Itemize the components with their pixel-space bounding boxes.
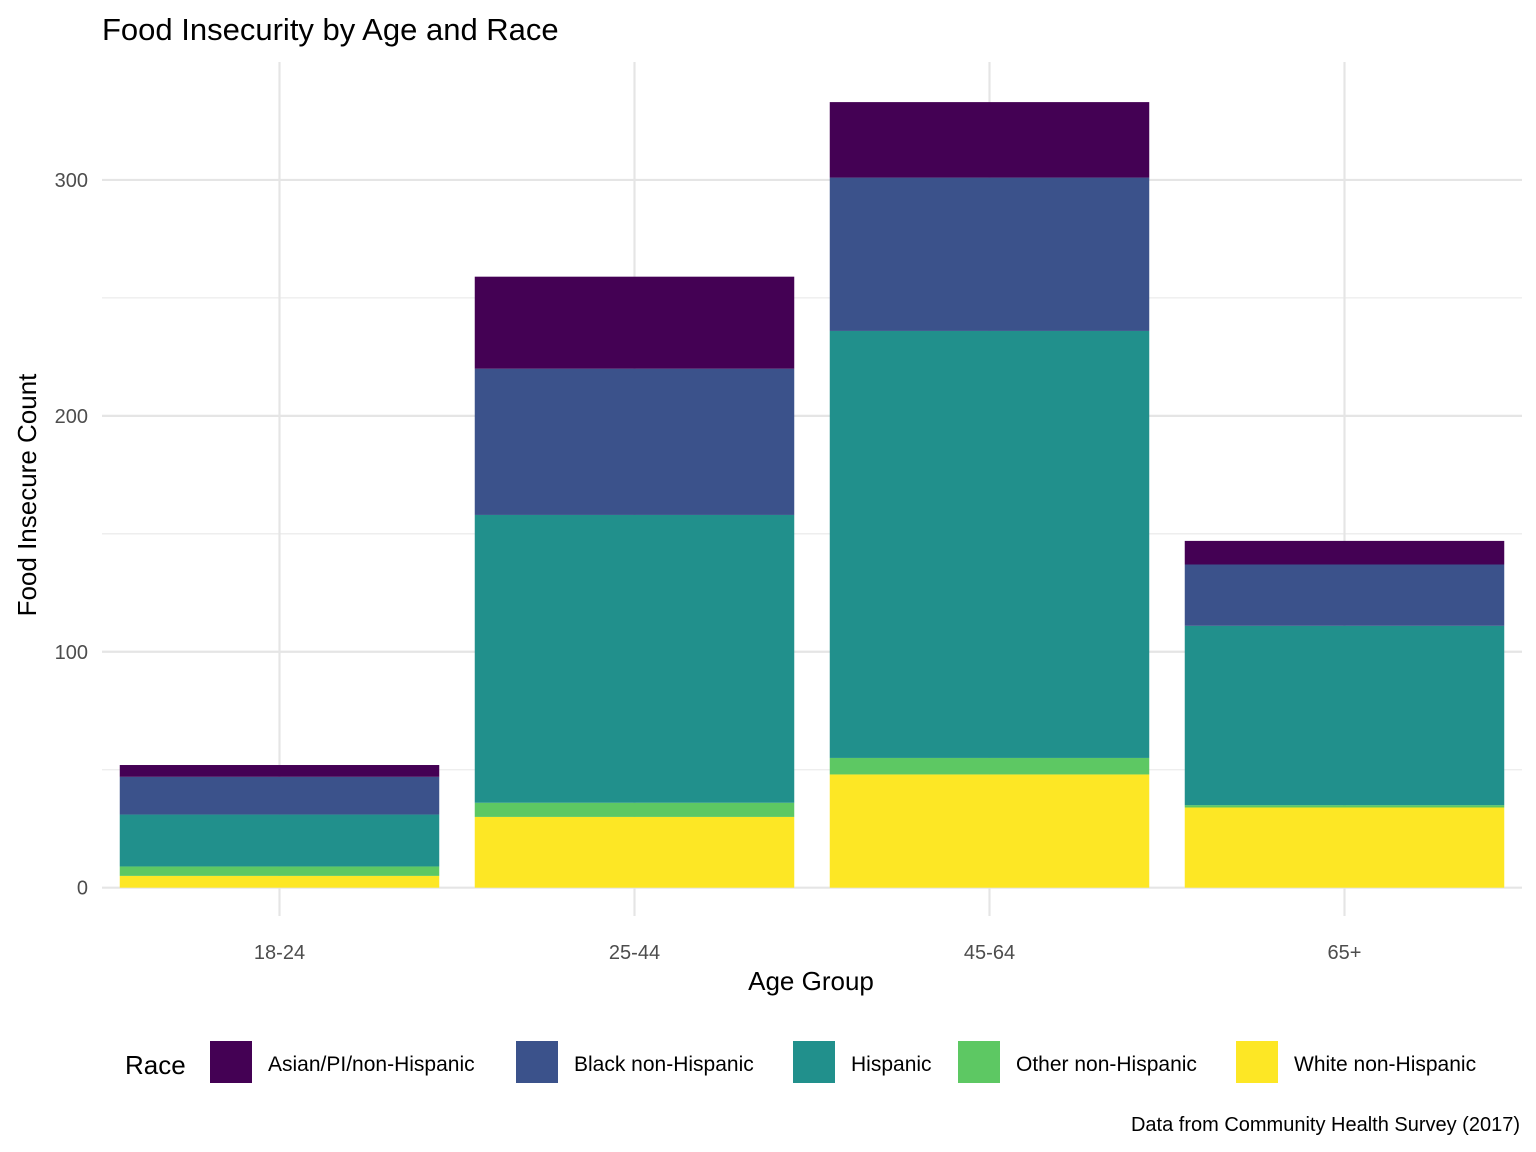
bar-segment (119, 776, 440, 815)
bar-segment (474, 276, 795, 369)
legend-item: Other non-Hispanic (958, 1041, 1197, 1083)
bar-segment (119, 866, 440, 876)
bar-segment (474, 802, 795, 817)
bar-segment (829, 177, 1150, 331)
bar-segment (829, 330, 1150, 758)
legend-label: White non-Hispanic (1294, 1053, 1476, 1076)
y-tick-label: 0 (77, 878, 88, 900)
y-tick-label: 100 (55, 642, 88, 664)
bar-segment (1184, 540, 1505, 565)
bar-segment (1184, 805, 1505, 808)
legend-label: Black non-Hispanic (574, 1053, 754, 1076)
legend-key (958, 1041, 1000, 1083)
x-tick-label: 45-64 (964, 942, 1015, 964)
y-tick-label: 200 (55, 406, 88, 428)
bar-segment (1184, 807, 1505, 888)
legend-label: Hispanic (851, 1053, 932, 1076)
chart-title: Food Insecurity by Age and Race (102, 12, 559, 47)
legend-label: Asian/PI/non-Hispanic (268, 1053, 475, 1076)
bar-segment (474, 514, 795, 803)
bar-segment (119, 814, 440, 867)
legend-key (210, 1041, 252, 1083)
caption: Data from Community Health Survey (2017) (1131, 1114, 1520, 1136)
y-tick-label: 300 (55, 170, 88, 192)
bar-segment (474, 816, 795, 888)
legend-item: Black non-Hispanic (516, 1041, 754, 1083)
legend-item: Asian/PI/non-Hispanic (210, 1041, 475, 1083)
legend-title: Race (125, 1050, 186, 1080)
legend-key (1236, 1041, 1278, 1083)
y-axis-title: Food Insecure Count (12, 373, 42, 617)
x-tick-label: 65+ (1328, 942, 1362, 964)
bar-segment (829, 757, 1150, 775)
bars (119, 102, 1505, 888)
legend-item: Hispanic (793, 1041, 932, 1083)
legend-label: Other non-Hispanic (1016, 1053, 1197, 1076)
bar-segment (474, 368, 795, 515)
bar-segment (119, 875, 440, 888)
y-axis-ticks: 0 100 200 300 (55, 170, 88, 900)
bar-segment (119, 765, 440, 777)
x-axis-title: Age Group (748, 966, 874, 996)
legend-item: White non-Hispanic (1236, 1041, 1476, 1083)
bar-segment (829, 102, 1150, 178)
x-tick-label: 25-44 (609, 942, 660, 964)
legend-key (516, 1041, 558, 1083)
x-axis-ticks: 18-24 25-44 45-64 65+ (254, 942, 1362, 964)
legend-key (793, 1041, 835, 1083)
x-tick-label: 18-24 (254, 942, 305, 964)
bar-segment (829, 774, 1150, 888)
legend: Race Asian/PI/non-Hispanic Black non-Hisp… (125, 1041, 1476, 1083)
bar-segment (1184, 625, 1505, 806)
bar-segment (1184, 564, 1505, 626)
